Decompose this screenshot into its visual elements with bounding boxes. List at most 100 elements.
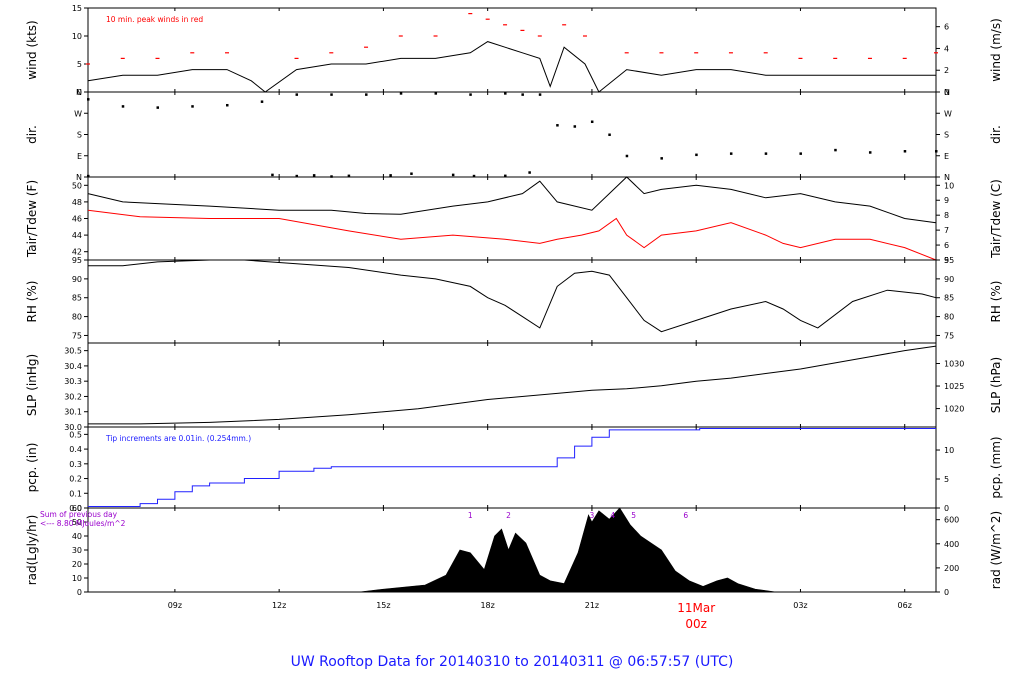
- data-point: [573, 125, 577, 128]
- data-point: [528, 171, 531, 174]
- y-axis-label-left: wind (kts): [25, 20, 39, 79]
- y-tick-label: 42: [72, 248, 82, 257]
- y-axis-label-left: pcp. (in): [25, 443, 39, 493]
- y-tick-label-right: 6: [944, 241, 949, 250]
- y-tick-label-right: 1025: [944, 382, 964, 391]
- data-point: [226, 103, 229, 107]
- y-tick-label: 0.5: [69, 430, 82, 439]
- y-tick-label-right: 90: [944, 275, 954, 284]
- y-tick-label-right: 0: [944, 88, 949, 97]
- data-point: [625, 154, 629, 158]
- data-point: [330, 93, 333, 96]
- y-tick-label: 30.0: [64, 423, 82, 432]
- panel-wind: 0 5 10 15 0 2 4 6 wind (kts) wind (m/s) 10 min. pe…: [25, 4, 1003, 97]
- data-point: [695, 153, 698, 157]
- y-tick-label: 0: [77, 588, 82, 597]
- y-tick-label: 30: [72, 546, 82, 555]
- x-axis: 09z 12z 15z 18z 21z 03z 06z 11Mar 00z: [168, 601, 912, 631]
- data-point: [469, 93, 472, 96]
- y-axis-label-right: Tair/Tdew (C): [989, 179, 1003, 259]
- data-point: [434, 92, 438, 95]
- y-axis-label-left: RH (%): [25, 281, 39, 323]
- data-point: [121, 105, 125, 108]
- y-tick-label: 5: [77, 60, 82, 69]
- x-tick-label: 15z: [376, 601, 390, 610]
- event-label: 6: [683, 511, 688, 520]
- series-line: [87, 176, 937, 224]
- data-point: [556, 124, 559, 127]
- chart-title: UW Rooftop Data for 20140310 to 20140311…: [291, 654, 734, 670]
- x-tick-label: 18z: [480, 601, 494, 610]
- series-line: [88, 345, 937, 425]
- data-point: [590, 120, 594, 124]
- data-point: [451, 173, 455, 177]
- y-tick-label: 0.2: [69, 475, 82, 484]
- data-point: [156, 106, 160, 109]
- y-tick-label: S: [77, 131, 82, 140]
- y-axis-label-right: RH (%): [989, 281, 1003, 323]
- panel-frame: [87, 7, 937, 93]
- y-tick-label: E: [77, 152, 82, 161]
- data-point: [295, 93, 299, 96]
- x-tick-label: 12z: [272, 601, 286, 610]
- y-tick-label-right: 9: [944, 196, 949, 205]
- panel-slp: 30.0 30.1 30.2 30.3 30.4 30.5 1020 1025 1030 SLP …: [25, 342, 1003, 432]
- y-tick-label-right: 1030: [944, 359, 964, 368]
- y-tick-label: 85: [72, 294, 82, 303]
- data-point: [191, 105, 194, 108]
- y-tick-label-right: 200: [944, 564, 959, 573]
- data-point: [799, 152, 802, 155]
- y-tick-label-right: 75: [944, 331, 954, 340]
- y-tick-label-right: 400: [944, 540, 959, 549]
- data-point: [504, 92, 507, 95]
- y-axis-label-left: Tair/Tdew (F): [25, 180, 39, 258]
- event-label: 3: [590, 511, 595, 520]
- y-tick-label-right: 0: [944, 504, 949, 513]
- y-axis-label-right: SLP (hPa): [989, 357, 1003, 413]
- series-line: [87, 41, 936, 93]
- y-tick-label-right: 85: [944, 294, 954, 303]
- y-tick-label-right: 10: [944, 181, 954, 190]
- y-axis-label-right: wind (m/s): [989, 18, 1003, 82]
- y-tick-label: 46: [72, 215, 82, 224]
- event-label: 1: [468, 511, 473, 520]
- data-point: [260, 100, 264, 103]
- y-axis-label-right: pcp. (mm): [989, 436, 1003, 498]
- y-tick-label-right: 5: [944, 475, 949, 484]
- y-tick-label-right: E: [944, 152, 949, 161]
- y-tick-label-right: 8: [944, 211, 949, 220]
- event-label: 4: [610, 511, 615, 520]
- panel-annotation: Tip increments are 0.01in. (0.254mm.): [105, 434, 251, 443]
- data-point: [472, 174, 476, 178]
- y-tick-label-right: 7: [944, 226, 949, 235]
- panel-temperature: 42 44 46 48 50 5 6 7 8 9 10 Tair/Tdew (F) Tair/Tdew …: [25, 176, 1003, 265]
- x-tick-label: 09z: [168, 601, 182, 610]
- data-point: [410, 172, 413, 175]
- y-tick-label: 30.2: [64, 392, 82, 401]
- data-point: [868, 151, 872, 154]
- y-tick-label: 44: [72, 231, 82, 240]
- y-tick-label: 15: [72, 4, 82, 13]
- series-line: [88, 428, 936, 507]
- panel-frame: [87, 342, 937, 428]
- x-tick-label: 06z: [898, 601, 912, 610]
- panel-frame: [87, 259, 937, 344]
- series-line: [87, 209, 937, 261]
- y-tick-label: 95: [72, 256, 82, 265]
- y-axis-label-right: dir.: [989, 125, 1003, 144]
- panel-annotation: Sum of previous day: [40, 510, 118, 519]
- panel-annotation: 10 min. peak winds in red: [106, 15, 203, 24]
- y-axis-label-right: rad (W/m^2): [989, 511, 1003, 589]
- y-tick-label: 40: [72, 532, 82, 541]
- y-tick-label-right: 5: [944, 256, 949, 265]
- data-point: [903, 150, 907, 153]
- y-tick-label: 75: [72, 331, 82, 340]
- y-tick-label: 60: [72, 504, 82, 513]
- date-marker-label: 11Mar: [677, 601, 715, 615]
- panel-annotation: <--- 8.80 MJoules/m^2: [40, 519, 126, 528]
- data-point: [389, 174, 392, 177]
- data-point: [312, 174, 316, 177]
